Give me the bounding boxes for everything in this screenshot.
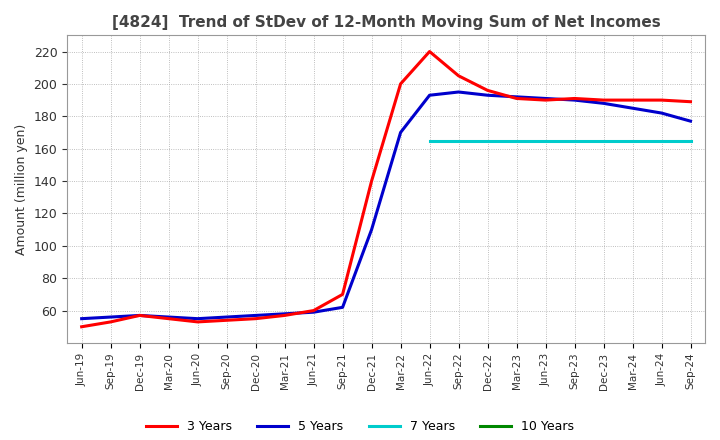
3 Years xyxy=(310,308,318,313)
3 Years xyxy=(251,316,260,321)
3 Years xyxy=(426,49,434,54)
3 Years xyxy=(164,316,173,321)
5 Years xyxy=(454,89,463,95)
3 Years xyxy=(193,319,202,325)
3 Years xyxy=(570,96,579,101)
3 Years xyxy=(396,81,405,87)
5 Years xyxy=(367,227,376,232)
Legend: 3 Years, 5 Years, 7 Years, 10 Years: 3 Years, 5 Years, 7 Years, 10 Years xyxy=(141,415,579,438)
7 Years xyxy=(512,138,521,143)
Title: [4824]  Trend of StDev of 12-Month Moving Sum of Net Incomes: [4824] Trend of StDev of 12-Month Moving… xyxy=(112,15,660,30)
3 Years xyxy=(657,97,666,103)
5 Years xyxy=(570,97,579,103)
5 Years xyxy=(599,101,608,106)
3 Years xyxy=(628,97,636,103)
3 Years xyxy=(367,178,376,183)
Line: 5 Years: 5 Years xyxy=(81,92,690,319)
3 Years xyxy=(77,324,86,330)
7 Years xyxy=(454,138,463,143)
5 Years xyxy=(426,92,434,98)
7 Years xyxy=(657,138,666,143)
7 Years xyxy=(599,138,608,143)
3 Years xyxy=(280,313,289,318)
Y-axis label: Amount (million yen): Amount (million yen) xyxy=(15,124,28,255)
3 Years xyxy=(222,318,231,323)
5 Years xyxy=(657,110,666,116)
5 Years xyxy=(164,315,173,320)
5 Years xyxy=(193,316,202,321)
7 Years xyxy=(628,138,636,143)
5 Years xyxy=(251,313,260,318)
Line: 3 Years: 3 Years xyxy=(81,51,690,327)
5 Years xyxy=(512,94,521,99)
3 Years xyxy=(599,97,608,103)
5 Years xyxy=(222,315,231,320)
3 Years xyxy=(454,73,463,78)
3 Years xyxy=(686,99,695,104)
5 Years xyxy=(686,118,695,124)
7 Years xyxy=(686,138,695,143)
7 Years xyxy=(483,138,492,143)
5 Years xyxy=(77,316,86,321)
3 Years xyxy=(135,313,144,318)
7 Years xyxy=(426,138,434,143)
3 Years xyxy=(483,88,492,93)
5 Years xyxy=(396,130,405,135)
5 Years xyxy=(628,106,636,111)
5 Years xyxy=(107,315,115,320)
3 Years xyxy=(338,292,347,297)
5 Years xyxy=(483,92,492,98)
7 Years xyxy=(541,138,550,143)
7 Years xyxy=(570,138,579,143)
3 Years xyxy=(541,97,550,103)
3 Years xyxy=(107,319,115,325)
5 Years xyxy=(280,311,289,316)
5 Years xyxy=(541,96,550,101)
5 Years xyxy=(135,313,144,318)
5 Years xyxy=(338,304,347,310)
3 Years xyxy=(512,96,521,101)
5 Years xyxy=(310,310,318,315)
